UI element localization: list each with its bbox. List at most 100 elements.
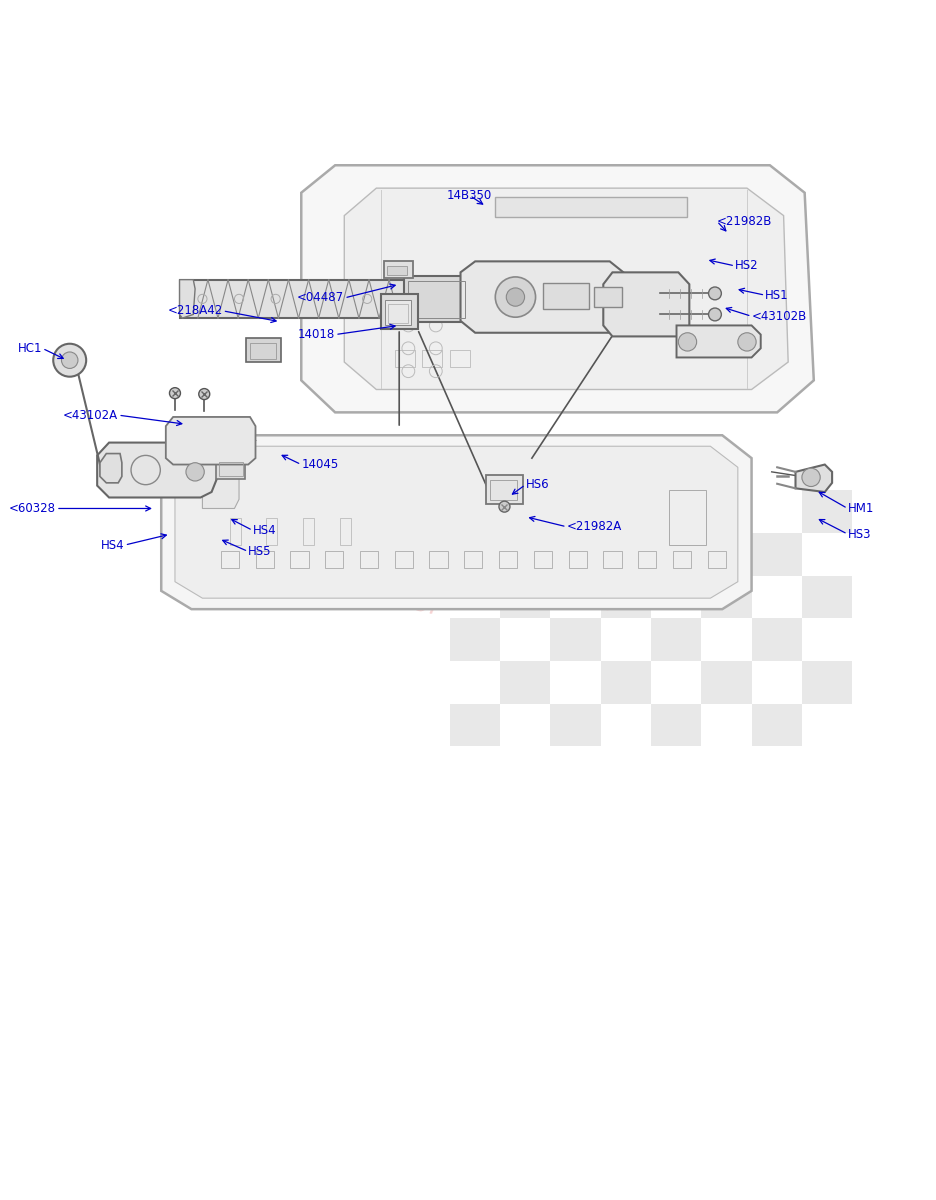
Text: <60328: <60328 — [9, 502, 56, 515]
Bar — [499, 552, 518, 568]
Bar — [422, 350, 442, 367]
Bar — [500, 533, 550, 576]
Bar — [534, 552, 552, 568]
Text: 14B350: 14B350 — [447, 188, 492, 202]
Circle shape — [709, 308, 722, 320]
Bar — [550, 533, 601, 576]
Text: HS4: HS4 — [101, 539, 124, 552]
Text: <43102B: <43102B — [752, 310, 807, 323]
Text: HS5: HS5 — [248, 545, 271, 558]
Bar — [449, 533, 500, 576]
Bar — [495, 197, 688, 217]
Bar — [500, 703, 550, 746]
Bar — [708, 552, 726, 568]
Bar — [651, 533, 701, 576]
Circle shape — [198, 389, 210, 400]
Bar — [449, 490, 500, 533]
Bar — [550, 618, 601, 661]
Polygon shape — [604, 272, 689, 336]
Bar — [651, 490, 701, 533]
Bar — [550, 490, 601, 533]
Bar — [752, 576, 802, 618]
Bar — [449, 661, 500, 703]
Bar — [601, 533, 651, 576]
Bar — [216, 460, 245, 479]
Text: HC1: HC1 — [18, 342, 42, 355]
Bar — [221, 552, 239, 568]
Bar — [651, 703, 701, 746]
Bar — [651, 576, 701, 618]
Bar — [601, 618, 651, 661]
Text: HS1: HS1 — [766, 289, 789, 301]
Text: 14018: 14018 — [298, 328, 335, 341]
Polygon shape — [97, 443, 219, 498]
Polygon shape — [344, 188, 788, 390]
Bar — [303, 517, 314, 545]
Bar — [543, 283, 589, 308]
Bar — [449, 703, 500, 746]
Bar — [802, 661, 853, 703]
Bar — [802, 490, 853, 533]
Text: scuderia: scuderia — [172, 449, 636, 632]
Polygon shape — [180, 280, 195, 318]
Text: 14045: 14045 — [301, 458, 339, 472]
Bar — [802, 533, 853, 576]
Bar — [395, 552, 413, 568]
Polygon shape — [796, 464, 832, 492]
Bar — [408, 282, 465, 318]
Bar — [651, 661, 701, 703]
Bar — [256, 552, 274, 568]
Circle shape — [679, 332, 696, 352]
Circle shape — [802, 468, 820, 486]
Bar — [449, 618, 500, 661]
Bar — [550, 703, 601, 746]
Polygon shape — [677, 325, 761, 358]
Text: HS6: HS6 — [525, 478, 549, 491]
Bar — [500, 661, 550, 703]
Bar — [752, 618, 802, 661]
Polygon shape — [166, 416, 256, 464]
Bar — [388, 266, 407, 275]
Text: <04487: <04487 — [297, 292, 344, 305]
Bar — [752, 490, 802, 533]
Bar — [386, 300, 411, 325]
Bar — [449, 350, 470, 367]
Bar — [290, 552, 309, 568]
Polygon shape — [202, 463, 239, 509]
Bar — [802, 618, 853, 661]
Bar — [701, 533, 752, 576]
Polygon shape — [100, 454, 122, 482]
Bar — [752, 533, 802, 576]
Bar — [246, 338, 281, 362]
Bar — [359, 552, 378, 568]
Bar — [638, 552, 656, 568]
Circle shape — [738, 332, 756, 352]
Bar — [550, 661, 601, 703]
Bar — [430, 552, 447, 568]
Bar — [384, 262, 413, 278]
Bar — [381, 294, 417, 329]
Bar — [802, 703, 853, 746]
Circle shape — [62, 352, 78, 368]
Bar — [395, 350, 415, 367]
Bar — [500, 490, 550, 533]
Bar — [250, 343, 275, 359]
Text: for: for — [401, 587, 444, 623]
Bar — [802, 576, 853, 618]
Bar — [673, 552, 691, 568]
Circle shape — [169, 388, 181, 398]
Bar — [701, 661, 752, 703]
Bar — [604, 552, 622, 568]
Bar — [701, 576, 752, 618]
Text: HS3: HS3 — [848, 528, 871, 541]
Bar — [449, 576, 500, 618]
Circle shape — [709, 287, 722, 300]
Bar — [388, 305, 408, 323]
Bar — [601, 490, 651, 533]
Text: HM1: HM1 — [848, 502, 874, 515]
Text: HS4: HS4 — [253, 524, 276, 536]
Circle shape — [53, 343, 86, 377]
Bar — [490, 480, 518, 500]
Bar — [486, 475, 522, 504]
Polygon shape — [461, 262, 623, 332]
